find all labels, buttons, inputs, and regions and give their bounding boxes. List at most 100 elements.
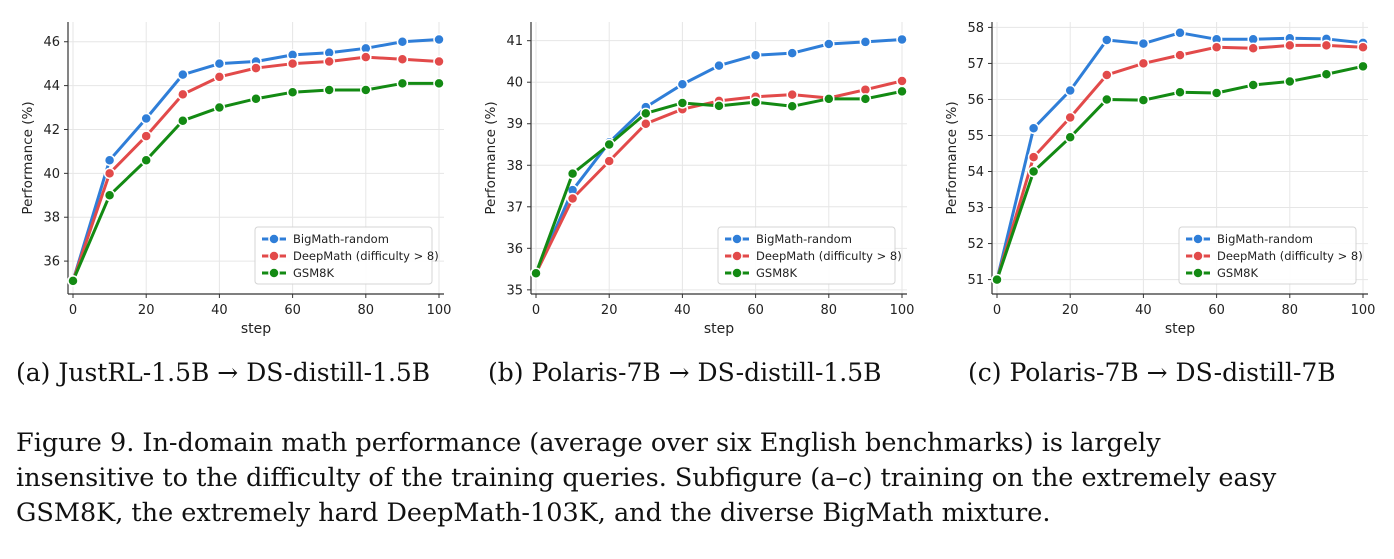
y-tick-label: 38 bbox=[43, 211, 60, 226]
y-tick-label: 37 bbox=[506, 200, 523, 215]
legend-marker bbox=[268, 233, 280, 245]
legend-label: BigMath-random bbox=[756, 232, 852, 246]
data-point bbox=[250, 62, 262, 74]
y-tick-label: 41 bbox=[506, 34, 523, 49]
y-tick-label: 39 bbox=[506, 117, 523, 132]
y-tick-label: 46 bbox=[43, 35, 60, 50]
data-point bbox=[896, 85, 908, 98]
data-point bbox=[1357, 60, 1369, 73]
y-axis-label: Performance (%) bbox=[20, 101, 36, 214]
data-point bbox=[213, 101, 226, 114]
legend-label: DeepMath (difficulty > 8) bbox=[1217, 249, 1363, 263]
y-tick-label: 40 bbox=[43, 167, 60, 182]
y-tick-label: 56 bbox=[967, 93, 984, 108]
legend-marker bbox=[268, 250, 280, 262]
x-axis-label: step bbox=[241, 321, 271, 337]
data-point bbox=[566, 167, 579, 180]
y-tick-label: 40 bbox=[506, 76, 523, 91]
legend-marker bbox=[1192, 233, 1204, 245]
legend-label: GSM8K bbox=[293, 266, 334, 280]
legend-marker bbox=[1192, 267, 1204, 279]
data-point bbox=[1064, 84, 1076, 97]
data-point bbox=[896, 75, 908, 87]
data-point bbox=[1174, 49, 1186, 61]
data-point bbox=[1174, 86, 1186, 99]
x-axis-label: step bbox=[1165, 321, 1195, 337]
data-point bbox=[103, 154, 116, 166]
y-tick-label: 38 bbox=[506, 159, 523, 174]
x-tick-label: 100 bbox=[427, 303, 452, 318]
data-point bbox=[396, 53, 409, 66]
data-point bbox=[213, 71, 226, 83]
data-point bbox=[323, 84, 335, 96]
data-point bbox=[103, 167, 116, 180]
data-point bbox=[786, 88, 798, 101]
data-point bbox=[676, 78, 689, 91]
data-point bbox=[530, 267, 542, 279]
data-point bbox=[433, 77, 445, 90]
y-tick-label: 55 bbox=[967, 129, 984, 144]
data-point bbox=[140, 112, 152, 125]
data-point bbox=[140, 130, 152, 142]
x-tick-label: 20 bbox=[601, 303, 618, 318]
data-point bbox=[1320, 68, 1333, 80]
data-point bbox=[1320, 39, 1333, 52]
figure-charts: 0 20 40 60 80 100 36 38 40 42 44 46 step Performance … bbox=[20, 21, 1375, 337]
data-point bbox=[1027, 151, 1040, 163]
data-point bbox=[859, 93, 872, 105]
data-point bbox=[1064, 111, 1076, 124]
x-tick-label: 60 bbox=[747, 303, 764, 318]
data-point bbox=[286, 57, 299, 70]
data-point bbox=[603, 155, 615, 167]
data-point bbox=[713, 100, 725, 112]
data-point bbox=[823, 93, 835, 105]
legend-label: GSM8K bbox=[756, 266, 797, 280]
legend-box bbox=[1178, 226, 1357, 285]
y-tick-label: 57 bbox=[967, 57, 984, 72]
data-point bbox=[67, 275, 79, 287]
x-tick-label: 40 bbox=[674, 303, 691, 318]
data-point bbox=[1357, 41, 1369, 53]
figure-caption-line-1: Figure 9. In-domain math performance (av… bbox=[16, 428, 1161, 458]
data-point bbox=[1210, 41, 1223, 53]
data-point bbox=[140, 154, 152, 166]
data-point bbox=[1137, 57, 1150, 70]
subfigure-caption-b: (b) Polaris-7B → DS-distill-1.5B bbox=[488, 358, 882, 387]
subfigure-caption-c: (c) Polaris-7B → DS-distill-7B bbox=[968, 358, 1336, 387]
data-point bbox=[786, 100, 798, 113]
figure-caption-line-3: GSM8K, the extremely hard DeepMath-103K,… bbox=[16, 498, 1051, 528]
data-point bbox=[103, 189, 116, 202]
data-point bbox=[749, 49, 762, 61]
data-point bbox=[1137, 37, 1150, 50]
data-point bbox=[640, 117, 652, 130]
data-point bbox=[1064, 131, 1076, 144]
data-point bbox=[1284, 75, 1296, 88]
legend-label: BigMath-random bbox=[1217, 232, 1313, 246]
data-point bbox=[676, 97, 689, 109]
legend-box bbox=[717, 226, 896, 285]
data-point bbox=[177, 114, 189, 127]
data-point bbox=[360, 51, 372, 63]
y-tick-label: 35 bbox=[506, 283, 523, 298]
y-axis-label: Performance (%) bbox=[944, 101, 960, 214]
data-point bbox=[640, 107, 652, 120]
x-tick-label: 40 bbox=[211, 303, 228, 318]
data-point bbox=[177, 68, 189, 81]
data-point bbox=[823, 38, 835, 50]
data-point bbox=[1101, 69, 1113, 81]
figure-caption-line-2: insensitive to the difficulty of the tra… bbox=[16, 463, 1277, 493]
data-point bbox=[177, 88, 189, 101]
y-tick-label: 42 bbox=[43, 123, 60, 138]
legend-marker bbox=[731, 250, 743, 262]
y-tick-label: 52 bbox=[967, 237, 984, 252]
x-tick-label: 100 bbox=[890, 303, 915, 318]
y-tick-label: 53 bbox=[967, 201, 984, 216]
legend-marker bbox=[1192, 250, 1204, 262]
subfigure-caption-a: (a) JustRL-1.5B → DS-distill-1.5B bbox=[16, 358, 431, 387]
data-point bbox=[1101, 93, 1113, 106]
figure-caption: Figure 9. In-domain math performance (av… bbox=[16, 426, 1386, 531]
legend-marker bbox=[731, 233, 743, 245]
legend-label: DeepMath (difficulty > 8) bbox=[756, 249, 902, 263]
x-tick-label: 60 bbox=[1208, 303, 1225, 318]
legend-label: DeepMath (difficulty > 8) bbox=[293, 249, 439, 263]
